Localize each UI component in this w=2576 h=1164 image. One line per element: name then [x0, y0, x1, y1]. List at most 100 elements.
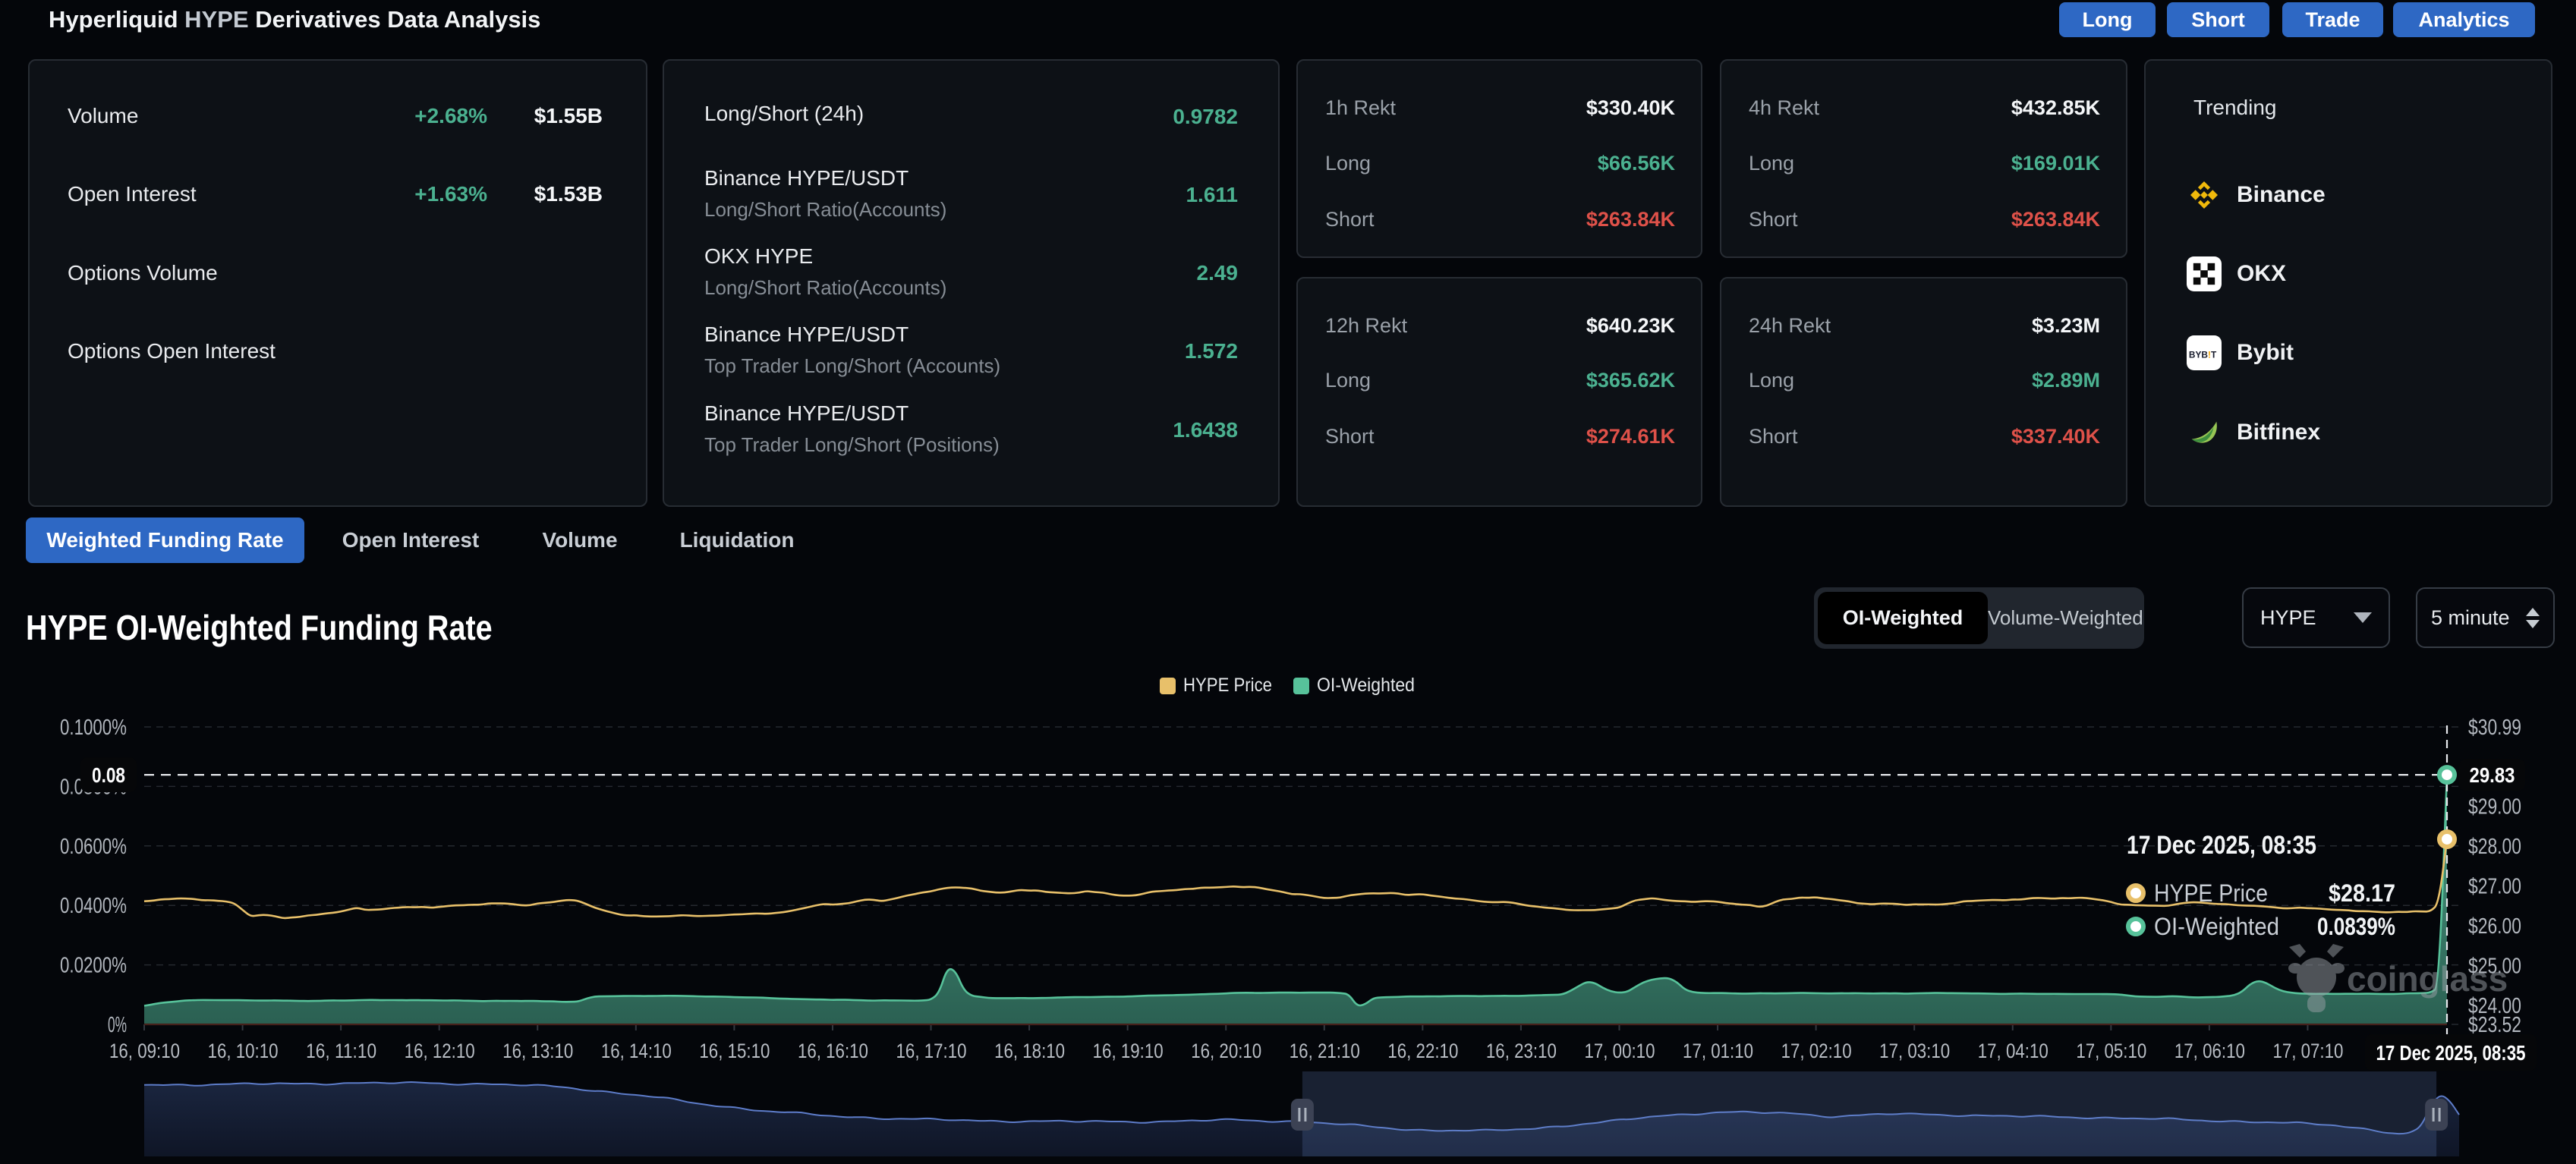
ratio-label: Long/Short (24h) [704, 102, 864, 125]
left-axis-label: 0.0600% [60, 835, 127, 859]
rekt-total: $432.85K [2011, 96, 2100, 119]
rekt-card-4h: 4h Rekt $432.85K Long $169.01K Short $263.8… [1720, 59, 2127, 258]
updown-arrows-icon [2526, 607, 2540, 628]
toggle-volume-weighted[interactable]: Volume-Weighted [1988, 606, 2143, 629]
ratio-value: 1.6438 [1173, 418, 1238, 442]
ratio-sublabel: Top Trader Long/Short (Accounts) [704, 354, 1001, 377]
hype-price-line [143, 838, 2448, 920]
ratio-value: 1.572 [1184, 339, 1238, 363]
navigator-handle-left[interactable] [1290, 1099, 1314, 1131]
x-axis-label: 16, 15:10 [699, 1040, 770, 1062]
x-axis-label: 16, 16:10 [798, 1040, 868, 1062]
x-axis-label: 17, 03:10 [1879, 1040, 1950, 1062]
right-axis-label: $25.00 [2468, 954, 2521, 978]
okx-icon [2187, 256, 2222, 291]
interval-select[interactable]: 5 minute [2416, 587, 2555, 648]
rekt-card-12h: 12h Rekt $640.23K Long $365.62K Short $274.… [1296, 277, 1702, 507]
tab-liquidation[interactable]: Liquidation [679, 528, 795, 552]
stat-change: +1.63% [414, 182, 487, 206]
trade-button[interactable]: Trade [2282, 2, 2383, 37]
rekt-long-value: $365.62K [1586, 368, 1675, 392]
trending-name: Bybit [2237, 340, 2294, 365]
navigator-handle-right-grip[interactable] [2425, 1099, 2448, 1131]
toggle-oi-weighted[interactable]: OI-Weighted [1818, 592, 1988, 644]
trending-item-binance[interactable]: Binance [2187, 177, 2326, 213]
stat-change: +2.68% [414, 104, 487, 127]
x-axis-label: 16, 12:10 [405, 1040, 475, 1062]
stat-value: $1.55B [534, 104, 603, 127]
symbol-select[interactable]: HYPE [2242, 587, 2390, 648]
rekt-long-value: $66.56K [1597, 151, 1675, 175]
rekt-card-1h: 1h Rekt $330.40K Long $66.56K Short $263.84… [1296, 59, 1702, 258]
analytics-button[interactable]: Analytics [2393, 2, 2535, 37]
tooltip-series-value: 0.0839% [2317, 913, 2395, 940]
rekt-total: $330.40K [1586, 96, 1675, 119]
rekt-long-label: Long [1749, 151, 1795, 175]
x-axis-label: 17, 01:10 [1683, 1040, 1753, 1062]
legend-swatch [1160, 678, 1176, 694]
funding-rate-chart-svg: HYPE PriceOI-Weighted0.1000%0.0800%0.060… [60, 675, 2537, 1156]
x-axis-label: 17, 05:10 [2076, 1040, 2146, 1062]
chevron-down-icon [2354, 612, 2372, 623]
left-axis-badge-text: 0.08 [92, 763, 125, 787]
rekt-period: 1h Rekt [1325, 96, 1397, 119]
rekt-long-label: Long [1749, 368, 1795, 392]
trending-title: Trending [2193, 96, 2277, 119]
ratio-sublabel: Long/Short Ratio(Accounts) [704, 276, 947, 299]
rekt-period: 12h Rekt [1325, 313, 1408, 337]
crosshair-time-badge-text: 17 Dec 2025, 08:35 [2376, 1041, 2526, 1065]
tab-volume[interactable]: Volume [542, 528, 618, 552]
trending-card: Trending Binance OKX BYB!T Bybit Bitfine… [2144, 59, 2552, 507]
chart-legend: HYPE Price OI-Weighted [1160, 675, 1415, 696]
cow-horn-left [2289, 944, 2306, 958]
trending-item-bybit[interactable]: BYB!T Bybit [2187, 335, 2294, 371]
navigator-handle-right[interactable] [2425, 1099, 2448, 1131]
right-axis-label: $30.99 [2468, 716, 2521, 740]
right-axis-badge-text: 29.83 [2470, 763, 2515, 787]
ratio-label: OKX HYPE [704, 244, 814, 268]
bybit-icon: BYB!T [2187, 335, 2222, 370]
trending-item-okx[interactable]: OKX [2187, 256, 2286, 292]
left-axis-label: 0.0400% [60, 894, 127, 918]
trending-name: Binance [2237, 182, 2326, 207]
oi-marker [2437, 765, 2457, 785]
rekt-total: $3.23M [2031, 313, 2100, 337]
cow-horn-right [2327, 944, 2344, 958]
rekt-long-value: $2.89M [2031, 368, 2100, 392]
x-axis-label: 16, 23:10 [1486, 1040, 1557, 1062]
ratio-label: Binance HYPE/USDT [704, 322, 909, 346]
okx-icon-wrap [2187, 256, 2222, 291]
x-axis-label: 17, 07:10 [2272, 1040, 2343, 1062]
rekt-short-label: Short [1325, 207, 1375, 231]
rekt-total: $640.23K [1586, 313, 1675, 337]
rekt-card-24h: 24h Rekt $3.23M Long $2.89M Short $337.40K [1720, 277, 2127, 507]
rekt-short-label: Short [1749, 207, 1798, 231]
x-axis-label: 16, 11:10 [306, 1040, 376, 1062]
long-button[interactable]: Long [2059, 2, 2156, 37]
binance-icon [2190, 181, 2219, 209]
stat-row-volume: Volume +2.68% $1.55B [68, 101, 603, 131]
short-button[interactable]: Short [2167, 2, 2269, 37]
ratio-label: Binance HYPE/USDT [704, 401, 909, 425]
stat-label: Volume [68, 104, 139, 127]
ratio-row: Binance HYPE/USDT Top Trader Long/Short … [704, 401, 1238, 459]
legend-label: HYPE Price [1183, 675, 1272, 696]
rekt-short-value: $274.61K [1586, 424, 1675, 448]
bybit-icon-wrap: BYB!T [2187, 335, 2222, 370]
x-axis-label: 17, 04:10 [1978, 1040, 2049, 1062]
x-axis-label: 17, 06:10 [2174, 1040, 2245, 1062]
navigator-selected-window[interactable] [1302, 1071, 2437, 1156]
stat-row-options-open-interest: Options Open Interest [68, 336, 603, 367]
right-axis-label: $26.00 [2468, 914, 2521, 939]
rekt-long-value: $169.01K [2011, 151, 2100, 175]
weighting-toggle: OI-Weighted Volume-Weighted [1814, 587, 2144, 649]
trending-item-bitfinex[interactable]: Bitfinex [2187, 414, 2320, 451]
crosshair-time-badge-box [2365, 1034, 2537, 1071]
tab-weighted-funding-rate[interactable]: Weighted Funding Rate [26, 518, 304, 563]
navigator-handle-left-grip[interactable] [1290, 1099, 1314, 1131]
chart-tooltip: 17 Dec 2025, 08:35 HYPE Price $28.17 OI-Wei… [2126, 831, 2395, 940]
tab-open-interest[interactable]: Open Interest [342, 528, 480, 552]
tooltip-series-value: $28.17 [2329, 879, 2395, 907]
ratio-row: Long/Short (24h) 0.9782 [704, 102, 1238, 132]
